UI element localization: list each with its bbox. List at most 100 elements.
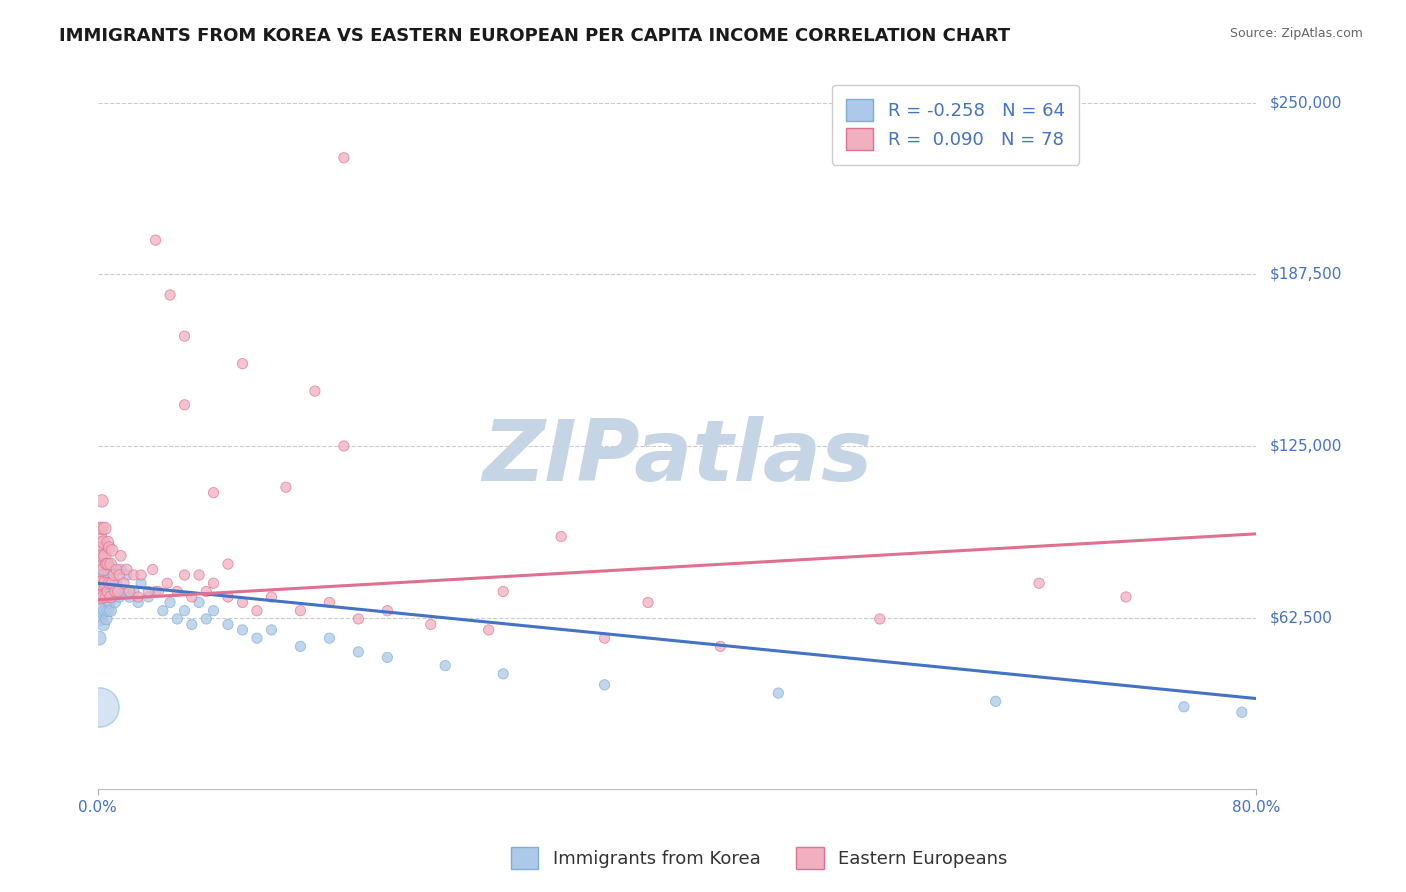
- Point: [419, 617, 441, 632]
- Point: [91, 604, 114, 618]
- Point: [87, 562, 110, 576]
- Legend: Immigrants from Korea, Eastern Europeans: Immigrants from Korea, Eastern Europeans: [502, 838, 1017, 879]
- Point: [195, 584, 218, 599]
- Point: [375, 604, 398, 618]
- Text: Source: ZipAtlas.com: Source: ZipAtlas.com: [1230, 27, 1364, 40]
- Point: [333, 439, 356, 453]
- Point: [166, 612, 188, 626]
- Point: [97, 557, 120, 571]
- Point: [217, 590, 239, 604]
- Point: [129, 568, 152, 582]
- Point: [768, 686, 790, 700]
- Point: [173, 568, 195, 582]
- Point: [100, 604, 122, 618]
- Point: [290, 604, 312, 618]
- Point: [93, 568, 115, 582]
- Point: [246, 631, 269, 645]
- Point: [246, 604, 269, 618]
- Point: [217, 557, 239, 571]
- Point: [101, 562, 124, 576]
- Point: [107, 584, 129, 599]
- Point: [97, 604, 120, 618]
- Point: [100, 557, 122, 571]
- Point: [93, 535, 115, 549]
- Point: [138, 584, 160, 599]
- Point: [101, 576, 124, 591]
- Point: [145, 584, 167, 599]
- Point: [90, 576, 112, 591]
- Point: [101, 590, 124, 604]
- Point: [115, 562, 138, 576]
- Point: [90, 612, 112, 626]
- Text: $187,500: $187,500: [1270, 267, 1343, 282]
- Point: [98, 568, 121, 582]
- Point: [231, 357, 253, 371]
- Point: [96, 557, 118, 571]
- Point: [103, 568, 125, 582]
- Point: [550, 530, 572, 544]
- Point: [152, 604, 174, 618]
- Text: $62,500: $62,500: [1270, 610, 1333, 625]
- Point: [96, 590, 118, 604]
- Point: [173, 604, 195, 618]
- Point: [87, 521, 110, 535]
- Point: [105, 562, 128, 576]
- Point: [94, 604, 117, 618]
- Point: [709, 640, 731, 654]
- Text: $250,000: $250,000: [1270, 95, 1343, 111]
- Text: IMMIGRANTS FROM KOREA VS EASTERN EUROPEAN PER CAPITA INCOME CORRELATION CHART: IMMIGRANTS FROM KOREA VS EASTERN EUROPEA…: [59, 27, 1010, 45]
- Point: [112, 584, 135, 599]
- Point: [90, 549, 112, 563]
- Point: [91, 541, 114, 555]
- Point: [91, 521, 114, 535]
- Point: [118, 584, 141, 599]
- Point: [112, 576, 135, 591]
- Point: [1028, 576, 1050, 591]
- Point: [492, 584, 515, 599]
- Point: [104, 595, 127, 609]
- Point: [173, 329, 195, 343]
- Point: [231, 623, 253, 637]
- Point: [91, 549, 114, 563]
- Point: [202, 576, 225, 591]
- Point: [202, 604, 225, 618]
- Point: [347, 645, 370, 659]
- Point: [98, 541, 121, 555]
- Point: [318, 595, 340, 609]
- Text: $125,000: $125,000: [1270, 439, 1343, 453]
- Point: [202, 485, 225, 500]
- Point: [318, 631, 340, 645]
- Point: [180, 590, 202, 604]
- Point: [90, 590, 112, 604]
- Point: [260, 590, 283, 604]
- Point: [87, 590, 110, 604]
- Point: [101, 543, 124, 558]
- Point: [188, 595, 211, 609]
- Point: [129, 576, 152, 591]
- Point: [108, 590, 131, 604]
- Legend: R = -0.258   N = 64, R =  0.090   N = 78: R = -0.258 N = 64, R = 0.090 N = 78: [832, 85, 1080, 165]
- Point: [103, 584, 125, 599]
- Point: [97, 584, 120, 599]
- Point: [94, 557, 117, 571]
- Point: [333, 151, 356, 165]
- Point: [90, 530, 112, 544]
- Point: [984, 694, 1007, 708]
- Point: [148, 584, 170, 599]
- Text: ZIPatlas: ZIPatlas: [482, 417, 872, 500]
- Point: [110, 549, 132, 563]
- Point: [118, 590, 141, 604]
- Point: [869, 612, 891, 626]
- Point: [173, 398, 195, 412]
- Point: [91, 494, 114, 508]
- Point: [195, 612, 218, 626]
- Point: [375, 650, 398, 665]
- Point: [188, 568, 211, 582]
- Point: [96, 562, 118, 576]
- Point: [127, 590, 149, 604]
- Point: [217, 617, 239, 632]
- Point: [97, 535, 120, 549]
- Point: [593, 631, 616, 645]
- Point: [90, 557, 112, 571]
- Point: [159, 595, 181, 609]
